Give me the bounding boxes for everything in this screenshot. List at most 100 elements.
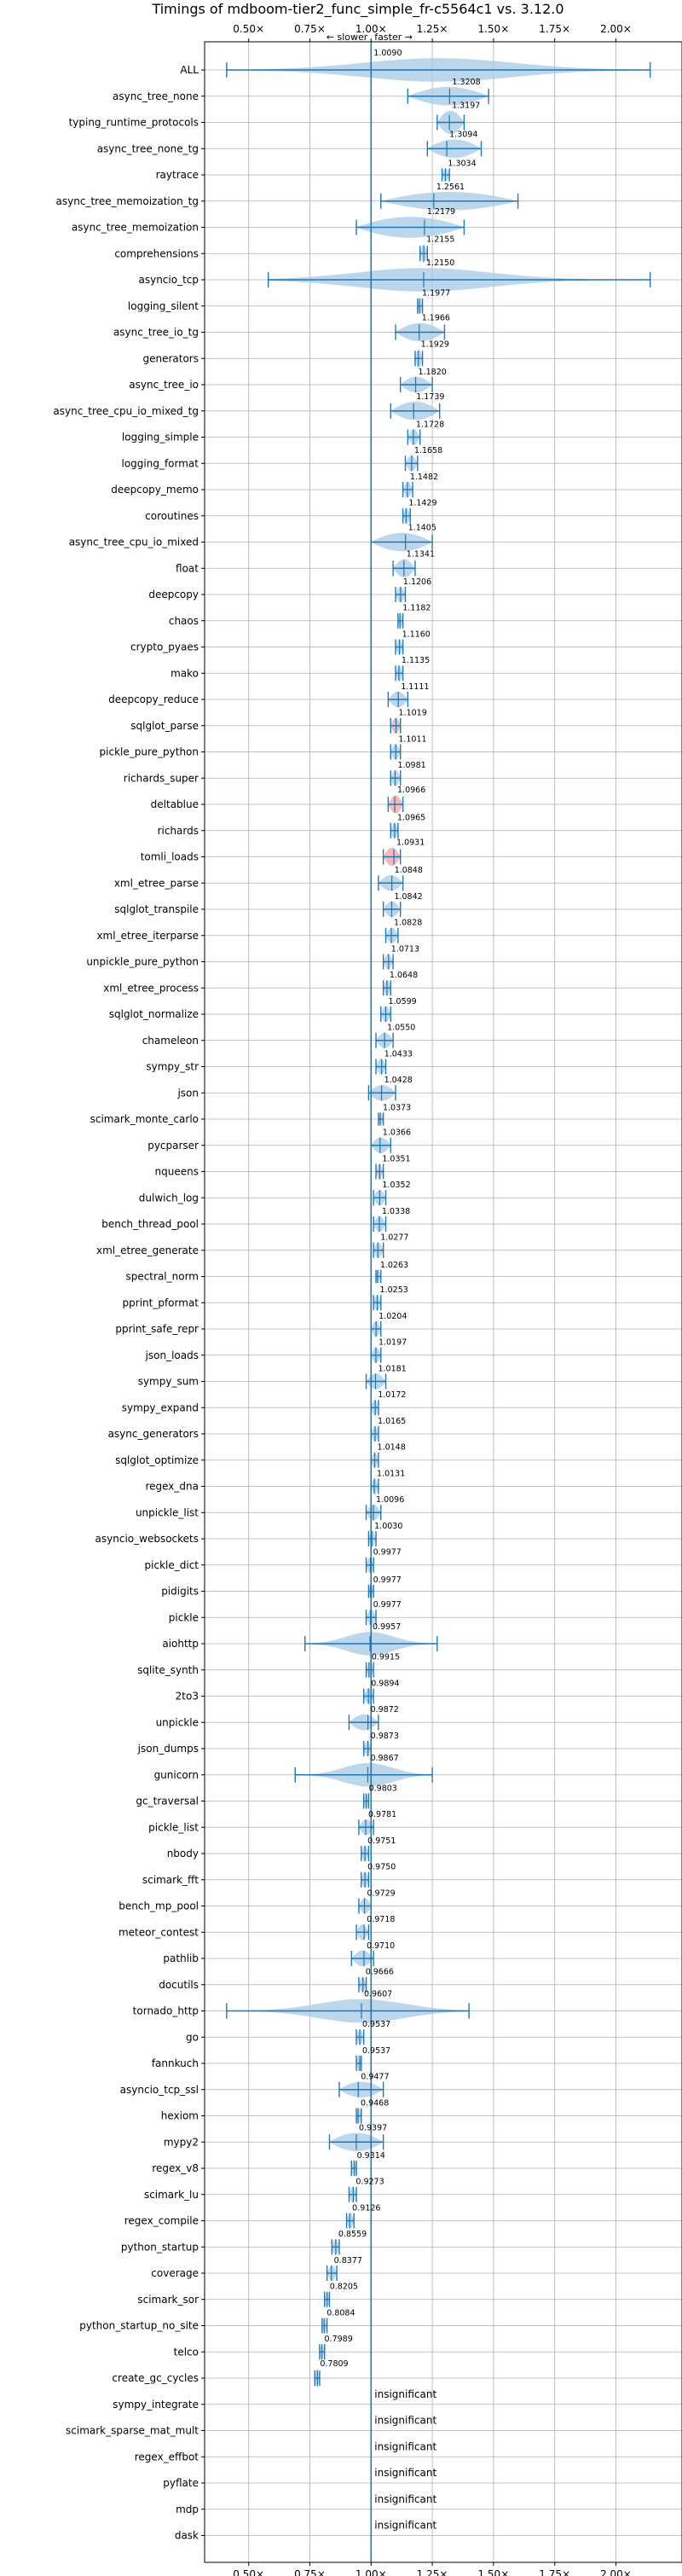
category-label: 2to3: [176, 1691, 199, 1703]
category-label: async_tree_memoization_tg: [56, 195, 199, 207]
category-label: deepcopy_memo: [111, 484, 199, 496]
category-label: coverage: [151, 2267, 199, 2279]
x-axis-bottom: 0.50× 0.75× 1.00× 1.25× 1.50× 1.75× 2.00×: [233, 2562, 632, 2576]
value-label: 1.1977: [422, 289, 450, 299]
value-label: 0.9977: [373, 1600, 402, 1610]
value-label: 1.0931: [396, 838, 425, 848]
category-label: richards_super: [124, 772, 199, 784]
category-label: logging_format: [121, 457, 199, 469]
value-label: 1.1182: [402, 604, 431, 613]
category-label: fannkuch: [152, 2057, 199, 2069]
value-label: 1.0352: [382, 1181, 410, 1190]
value-label: 0.9977: [373, 1548, 402, 1558]
category-label: python_startup: [121, 2241, 199, 2253]
category-label: deepcopy_reduce: [108, 693, 199, 705]
category-label: comprehensions: [114, 247, 199, 259]
value-label: 0.9477: [361, 2073, 389, 2082]
value-label: 0.9867: [370, 1754, 398, 1763]
insignificant-label: insignificant: [374, 2520, 436, 2532]
insignificant-label: insignificant: [374, 2493, 436, 2505]
category-label: asyncio_websockets: [95, 1533, 199, 1545]
category-label: regex_compile: [124, 2215, 199, 2227]
tick-label-bottom: 1.25×: [417, 2568, 448, 2576]
value-label: 1.0965: [397, 814, 425, 823]
category-label: async_tree_io_tg: [113, 327, 199, 339]
value-label: 0.9537: [362, 2020, 390, 2029]
value-label: 1.0165: [378, 1417, 406, 1426]
category-label: async_tree_cpu_io_mixed_tg: [53, 405, 199, 417]
category-label: pickle_pure_python: [100, 746, 199, 758]
value-label: 1.2150: [426, 258, 454, 268]
category-label: sympy_sum: [138, 1376, 199, 1388]
value-label: 1.2561: [436, 183, 465, 192]
value-label: 0.9751: [367, 1836, 396, 1846]
plot-frame: [204, 41, 682, 2563]
value-label: 1.0090: [373, 49, 402, 58]
value-label: 0.8084: [327, 2308, 355, 2318]
category-label: go: [186, 2031, 199, 2043]
value-label: 1.0030: [374, 1522, 402, 1531]
category-label: asyncio_tcp: [138, 274, 199, 286]
value-label: 1.0197: [379, 1338, 407, 1348]
category-label: xml_etree_process: [103, 982, 199, 994]
category-label: deepcopy: [148, 589, 199, 600]
category-label: python_startup_no_site: [79, 2320, 199, 2332]
value-label: 1.1966: [422, 314, 450, 323]
value-label: 0.9872: [371, 1705, 399, 1714]
category-label: bench_mp_pool: [118, 1900, 199, 1912]
category-label: xml_etree_generate: [96, 1244, 199, 1256]
value-label: 0.9273: [355, 2178, 384, 2187]
category-label: scimark_sparse_mat_mult: [66, 2425, 199, 2437]
category-label: regex_v8: [152, 2162, 199, 2174]
value-label: 1.0366: [383, 1128, 411, 1138]
value-label: 1.2155: [426, 235, 454, 244]
value-label: 1.1429: [408, 499, 436, 508]
category-label: async_tree_none: [113, 90, 199, 102]
category-label: async_generators: [108, 1428, 199, 1440]
category-label: gc_traversal: [136, 1796, 199, 1807]
value-label: 1.0966: [397, 786, 425, 795]
value-label: 0.7809: [320, 2359, 348, 2369]
slower-label: ← slower: [327, 32, 368, 43]
category-label: pickle: [169, 1611, 199, 1623]
tick-label-bottom: 2.00×: [600, 2568, 632, 2576]
category-label: xml_etree_iterparse: [96, 930, 199, 942]
value-label: 1.0428: [384, 1076, 413, 1085]
category-label: tornado_http: [133, 2005, 199, 2017]
category-label: sqlglot_normalize: [109, 1008, 199, 1020]
category-label: ALL: [180, 64, 199, 76]
category-label: json_dumps: [137, 1743, 199, 1755]
category-label: logging_simple: [122, 432, 199, 444]
value-label: 1.1160: [402, 629, 431, 639]
category-label: tomli_loads: [141, 851, 199, 863]
value-label: 1.3034: [448, 159, 476, 168]
value-label: 1.1135: [402, 656, 430, 665]
value-label: 1.0842: [394, 892, 422, 902]
value-label: 0.9977: [373, 1575, 402, 1585]
value-label: 0.8559: [338, 2230, 367, 2239]
value-label: 1.0848: [395, 866, 423, 875]
value-label: 1.1820: [419, 368, 447, 377]
value-label: 1.1341: [407, 549, 435, 559]
value-label: 1.3197: [452, 102, 480, 111]
category-label: async_tree_cpu_io_mixed: [69, 537, 199, 548]
chart-title: Timings of mdboom-tier2_func_simple_fr-c…: [151, 1, 564, 18]
category-label: float: [176, 562, 199, 574]
value-label: 1.0351: [382, 1154, 410, 1163]
category-label: regex_effbot: [135, 2451, 199, 2463]
tick-label-bottom: 1.75×: [539, 2568, 570, 2576]
category-label: unpickle_list: [136, 1506, 199, 1518]
value-label: 1.0277: [380, 1233, 408, 1243]
tick-label-top: 0.75×: [294, 23, 326, 35]
value-label: 1.0599: [388, 997, 416, 1007]
category-label: nbody: [167, 1848, 199, 1859]
value-label: 1.0828: [394, 919, 422, 928]
value-label: 0.9873: [371, 1732, 399, 1741]
category-label: xml_etree_parse: [114, 877, 199, 889]
category-label: nqueens: [155, 1166, 199, 1178]
category-label: unpickle: [156, 1716, 199, 1728]
value-label: 1.1728: [416, 420, 444, 429]
category-label: pickle_dict: [145, 1559, 199, 1571]
value-label: 1.0181: [378, 1364, 406, 1373]
